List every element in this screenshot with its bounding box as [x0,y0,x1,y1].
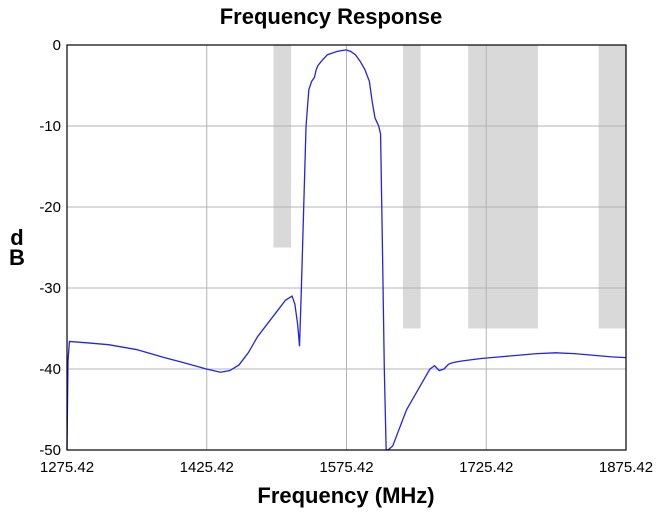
plot-frame [66,44,627,451]
mask-regions [273,45,626,329]
y-tick-label: 0 [53,37,61,54]
x-tick-label: 1275.42 [40,459,94,476]
x-axis-label: Frequency (MHz) [257,483,434,508]
gridlines [67,45,626,450]
mask-region-1 [273,45,292,248]
series-line [66,49,627,451]
y-tick-label: -40 [39,361,61,378]
y-tick-label: -50 [39,442,61,459]
y-tick-label: -30 [39,280,61,297]
y-axis-label-line-1: d [10,225,23,250]
y-tick-label: -20 [39,199,61,216]
x-tick-label: 1725.42 [459,459,513,476]
plot-area [66,49,627,451]
y-axis-ticks: 0 -10 -20 -30 -40 -50 [39,37,61,459]
y-tick-label: -10 [39,118,61,135]
x-tick-label: 1875.42 [599,459,653,476]
x-tick-label: 1575.42 [319,459,373,476]
mask-region-2 [402,45,421,329]
mask-region-4 [598,45,626,329]
x-axis-ticks: 1275.42 1425.42 1575.42 1725.42 1875.42 [40,459,653,476]
mask-region-3 [468,45,539,329]
chart-title: Frequency Response [220,4,443,29]
y-axis-label-line-2: B [9,245,25,270]
x-tick-label: 1425.42 [180,459,234,476]
